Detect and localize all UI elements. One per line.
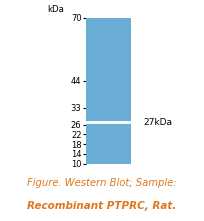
Text: Figure. Western Blot; Sample:: Figure. Western Blot; Sample: <box>27 178 177 188</box>
Text: Recombinant PTPRC, Rat.: Recombinant PTPRC, Rat. <box>27 201 177 211</box>
Text: 27kDa: 27kDa <box>143 118 172 127</box>
Text: kDa: kDa <box>48 5 64 14</box>
